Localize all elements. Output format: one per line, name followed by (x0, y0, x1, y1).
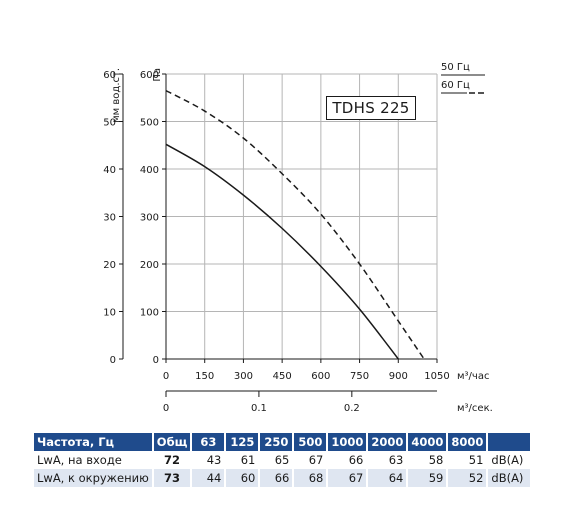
row-cell: 66 (348, 453, 364, 467)
legend-line-60hz (441, 92, 487, 94)
row-cell: 44 (192, 469, 225, 487)
row-cell: 58 (428, 453, 444, 467)
y-axis-title: Па (152, 68, 163, 82)
noise-level-table: Частота, Гц Общ 63 125 250 500 1000 2000… (32, 433, 532, 487)
header-1000: 1000 (328, 433, 367, 451)
model-label-box: TDHS 225 (326, 96, 416, 120)
row-cell: 51 (468, 453, 484, 467)
x-tick-label: 0 (163, 371, 169, 382)
header-total: Общ (153, 433, 191, 451)
x-tick-label: 750 (350, 371, 369, 382)
row-cell: 59 (408, 469, 447, 487)
row-cell: 67 (328, 469, 367, 487)
curves (165, 89, 425, 360)
row-unit: dB(A) (491, 453, 524, 467)
y-tick-label: 300 (140, 213, 159, 224)
header-unit (488, 433, 531, 451)
y-tick-label: 500 (140, 118, 159, 129)
header-250: 250 (260, 433, 293, 451)
y-tick-label: 0 (153, 355, 159, 366)
x-tick-label: 450 (273, 371, 292, 382)
header-125: 125 (226, 433, 259, 451)
legend-label-60hz: 60 Гц (441, 80, 470, 91)
curve-50hz (165, 143, 399, 360)
row-cell: 66 (260, 469, 293, 487)
header-500: 500 (294, 433, 327, 451)
x-tick-label: 600 (311, 371, 330, 382)
secondary-x-tick-label: 0 (163, 403, 169, 414)
y-tick-label: 100 (140, 308, 159, 319)
row-total: 73 (153, 469, 191, 487)
secondary-y-tick-label: 60 (103, 70, 116, 81)
header-4000: 4000 (408, 433, 447, 451)
axes (119, 73, 438, 397)
grid (166, 73, 438, 359)
legend-line-50hz (441, 74, 485, 76)
table-header-row: Частота, Гц Общ 63 125 250 500 1000 2000… (34, 433, 531, 451)
x-tick-label: 1050 (424, 371, 449, 382)
secondary-y-tick-label: 50 (103, 118, 116, 129)
secondary-x-axis-title: м³/сек. (457, 403, 493, 414)
row-cell: 60 (226, 469, 259, 487)
secondary-y-axis-title: мм вод.ст. (111, 68, 122, 123)
x-tick-label: 300 (234, 371, 253, 382)
row-cell: 61 (240, 453, 256, 467)
x-axis-title: м³/час (457, 371, 489, 382)
row-cell: 67 (308, 453, 324, 467)
x-tick-label: 150 (195, 371, 214, 382)
row-cell: 52 (448, 469, 487, 487)
legend: 50 Гц 60 Гц (441, 62, 487, 98)
table-row: LwA, на входе 72 43 61 65 67 66 63 58 51… (34, 451, 530, 469)
row-label: LwA, к окружению (34, 469, 152, 487)
legend-label-50hz: 50 Гц (441, 62, 470, 73)
y-tick-label: 400 (140, 165, 159, 176)
header-8000: 8000 (448, 433, 487, 451)
row-unit: dB(A) (488, 469, 531, 487)
secondary-y-tick-label: 20 (103, 260, 116, 271)
header-2000: 2000 (368, 433, 407, 451)
y-tick-label: 200 (140, 260, 159, 271)
header-63: 63 (192, 433, 225, 451)
row-cell: 43 (206, 453, 222, 467)
row-cell: 64 (368, 469, 407, 487)
row-total: 72 (164, 453, 181, 467)
secondary-y-tick-label: 0 (110, 355, 116, 366)
curve-60hz (165, 89, 425, 360)
x-tick-label: 900 (389, 371, 408, 382)
y-tick-label: 600 (140, 70, 159, 81)
row-cell: 68 (294, 469, 327, 487)
secondary-x-tick-label: 0.1 (251, 403, 267, 414)
header-frequency: Частота, Гц (34, 433, 152, 451)
row-label: LwA, на входе (37, 453, 122, 467)
secondary-y-tick-label: 30 (103, 213, 116, 224)
row-cell: 63 (388, 453, 404, 467)
table-row: LwA, к окружению 73 44 60 66 68 67 64 59… (34, 469, 531, 487)
secondary-y-tick-label: 10 (103, 308, 116, 319)
row-cell: 65 (274, 453, 290, 467)
secondary-y-tick-label: 40 (103, 165, 116, 176)
secondary-x-tick-label: 0.2 (344, 403, 360, 414)
